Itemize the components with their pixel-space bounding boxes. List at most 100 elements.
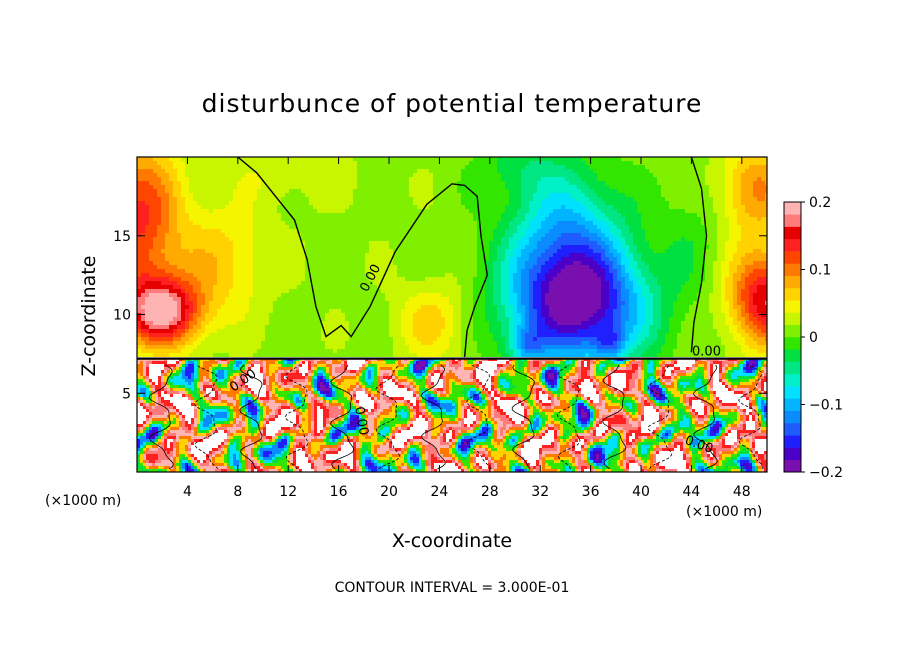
field-cell (601, 273, 606, 278)
field-cell (241, 177, 246, 182)
field-cell (577, 157, 582, 162)
field-cell (273, 177, 278, 182)
field-cell (209, 273, 214, 278)
field-cell (181, 241, 186, 246)
field-cell (461, 253, 466, 258)
field-cell (293, 189, 298, 194)
field-cell (421, 197, 426, 202)
field-cell (265, 185, 270, 190)
field-cell (765, 213, 767, 218)
field-cell (353, 217, 358, 222)
field-cell (265, 265, 270, 270)
field-cell (329, 189, 334, 194)
field-cell (369, 201, 374, 206)
field-cell (509, 165, 514, 170)
field-cell (673, 173, 678, 178)
field-cell (277, 249, 282, 254)
field-cell (417, 245, 422, 250)
field-cell (149, 229, 154, 234)
field-cell (741, 177, 746, 182)
field-cell (741, 201, 746, 206)
field-cell (265, 193, 270, 198)
field-cell (273, 269, 278, 274)
field-cell (709, 221, 714, 226)
field-cell (685, 221, 690, 226)
field-cell (433, 249, 438, 254)
field-cell (369, 229, 374, 234)
field-cell (685, 169, 690, 174)
field-cell (553, 169, 558, 174)
field-cell (293, 165, 298, 170)
field-cell (425, 229, 430, 234)
field-cell (549, 169, 554, 174)
field-cell (689, 233, 694, 238)
field-cell (709, 189, 714, 194)
field-cell (461, 221, 466, 226)
field-cell (477, 181, 482, 186)
field-cell (489, 165, 494, 170)
field-cell (237, 257, 242, 262)
field-cell (397, 273, 402, 278)
field-cell (365, 225, 370, 230)
field-cell (417, 265, 422, 270)
field-cell (469, 165, 474, 170)
field-cell (317, 245, 322, 250)
field-cell (581, 221, 586, 226)
field-cell (441, 233, 446, 238)
field-cell (605, 233, 610, 238)
field-cell (501, 257, 506, 262)
field-cell (453, 193, 458, 198)
field-cell (461, 181, 466, 186)
field-cell (141, 205, 146, 210)
field-cell (389, 233, 394, 238)
field-cell (377, 277, 382, 282)
field-cell (541, 257, 546, 262)
field-cell (221, 241, 226, 246)
field-cell (305, 209, 310, 214)
field-cell (237, 265, 242, 270)
field-cell (709, 201, 714, 206)
field-cell (369, 213, 374, 218)
field-cell (221, 181, 226, 186)
field-cell (145, 225, 150, 230)
field-cell (169, 201, 174, 206)
field-cell (633, 229, 638, 234)
field-cell (297, 165, 302, 170)
field-cell (525, 189, 530, 194)
field-cell (525, 241, 530, 246)
field-cell (617, 277, 622, 282)
field-cell (305, 181, 310, 186)
field-cell (541, 201, 546, 206)
field-cell (489, 213, 494, 218)
field-cell (653, 197, 658, 202)
field-cell (493, 185, 498, 190)
field-cell (585, 249, 590, 254)
field-cell (157, 237, 162, 242)
field-cell (345, 189, 350, 194)
field-cell (313, 173, 318, 178)
field-cell (297, 201, 302, 206)
field-cell (565, 261, 570, 266)
field-cell (377, 205, 382, 210)
field-cell (409, 185, 414, 190)
field-cell (229, 213, 234, 218)
field-cell (165, 253, 170, 258)
field-cell (365, 197, 370, 202)
field-cell (321, 277, 326, 282)
field-cell (489, 177, 494, 182)
field-cell (433, 213, 438, 218)
field-cell (453, 237, 458, 242)
field-cell (365, 233, 370, 238)
field-cell (241, 245, 246, 250)
field-cell (241, 205, 246, 210)
field-cell (553, 177, 558, 182)
field-cell (517, 157, 522, 162)
field-cell (741, 157, 746, 162)
field-cell (197, 185, 202, 190)
field-cell (373, 265, 378, 270)
field-cell (597, 197, 602, 202)
field-cell (245, 281, 250, 286)
field-cell (309, 165, 314, 170)
field-cell (741, 165, 746, 170)
field-cell (365, 217, 370, 222)
